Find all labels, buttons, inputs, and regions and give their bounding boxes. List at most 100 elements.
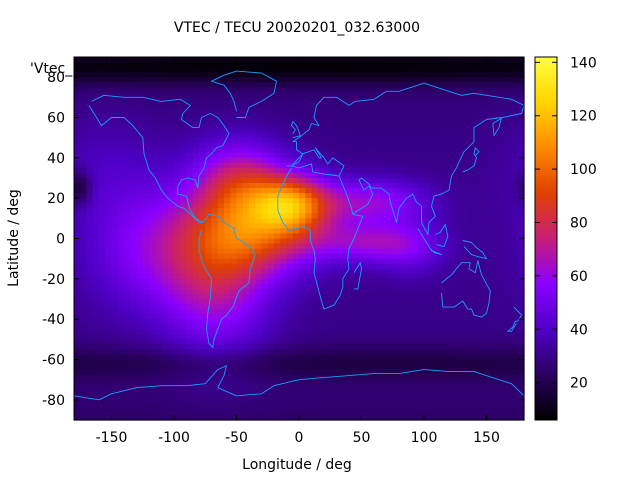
heatmap-cell [280, 92, 288, 98]
heatmap-cell [424, 243, 431, 250]
heatmap-cell [142, 324, 150, 330]
heatmap-cell [299, 278, 306, 285]
heatmap-cell [136, 404, 144, 411]
heatmap-cell [311, 203, 319, 209]
heatmap-cell [80, 102, 88, 109]
heatmap-cell [436, 157, 444, 164]
heatmap-cell [474, 97, 481, 103]
heatmap-cell [267, 243, 275, 250]
heatmap-cell [199, 344, 206, 351]
heatmap-cell [374, 67, 381, 73]
heatmap-cell [217, 324, 225, 330]
heatmap-cell [417, 253, 425, 260]
heatmap-cell [255, 283, 263, 290]
heatmap-cell [342, 102, 350, 109]
heatmap-cell [205, 404, 213, 411]
heatmap-cell [230, 369, 238, 376]
heatmap-cell [130, 233, 138, 240]
heatmap-cell [255, 304, 263, 310]
heatmap-cell [386, 304, 394, 310]
heatmap-cell [174, 354, 181, 361]
heatmap-cell [80, 334, 88, 340]
heatmap-cell [74, 268, 81, 275]
heatmap-cell [386, 127, 394, 134]
heatmap-cell [155, 309, 163, 315]
heatmap-cell [155, 329, 163, 335]
heatmap-cell [455, 122, 463, 129]
heatmap-cell [155, 127, 163, 134]
heatmap-cell [224, 394, 231, 401]
heatmap-cell [230, 233, 238, 240]
heatmap-cell [99, 379, 106, 386]
heatmap-cell [330, 273, 338, 280]
heatmap-cell [267, 218, 275, 224]
heatmap-cell [455, 329, 463, 335]
heatmap-cell [499, 394, 506, 401]
heatmap-cell [380, 162, 388, 169]
heatmap-cell [205, 213, 213, 219]
heatmap-cell [280, 57, 288, 63]
heatmap-cell [217, 137, 225, 144]
heatmap-cell [249, 228, 256, 235]
heatmap-cell [380, 178, 388, 184]
heatmap-cell [130, 162, 138, 169]
heatmap-cell [211, 263, 219, 270]
heatmap-cell [305, 379, 313, 386]
heatmap-cell [286, 384, 294, 391]
heatmap-cell [330, 67, 338, 73]
heatmap-cell [417, 72, 425, 78]
heatmap-cell [167, 172, 175, 179]
heatmap-cell [167, 218, 175, 224]
heatmap-cell [499, 198, 506, 204]
heatmap-cell [367, 394, 375, 401]
heatmap-cell [86, 248, 94, 255]
heatmap-cell [192, 288, 200, 295]
heatmap-cell [286, 208, 294, 214]
heatmap-cell [336, 218, 344, 224]
heatmap-cell [299, 122, 306, 129]
heatmap-cell [299, 218, 306, 224]
heatmap-cell [130, 299, 138, 305]
heatmap-cell [336, 97, 344, 103]
heatmap-cell [111, 238, 119, 245]
heatmap-cell [117, 399, 125, 406]
heatmap-cell [405, 147, 413, 154]
heatmap-cell [149, 309, 156, 315]
heatmap-cell [361, 107, 369, 114]
heatmap-cell [499, 208, 506, 214]
heatmap-cell [311, 369, 319, 376]
heatmap-cell [149, 334, 156, 340]
heatmap-cell [167, 147, 175, 154]
heatmap-cell [392, 82, 400, 88]
heatmap-cell [124, 183, 131, 189]
heatmap-cell [505, 198, 513, 204]
heatmap-cell [449, 208, 456, 214]
heatmap-cell [261, 349, 269, 356]
heatmap-cell [180, 304, 188, 310]
heatmap-cell [267, 102, 275, 109]
heatmap-cell [417, 248, 425, 255]
heatmap-cell [324, 334, 331, 340]
heatmap-cell [355, 162, 363, 169]
heatmap-cell [336, 293, 344, 300]
heatmap-cell [217, 223, 225, 230]
heatmap-cell [205, 369, 213, 376]
heatmap-cell [486, 243, 494, 250]
heatmap-cell [99, 283, 106, 290]
heatmap-cell [505, 218, 513, 224]
heatmap-cell [392, 329, 400, 335]
heatmap-cell [517, 223, 525, 230]
heatmap-cell [280, 258, 288, 265]
heatmap-cell [80, 283, 88, 290]
heatmap-cell [449, 263, 456, 270]
heatmap-cell [167, 87, 175, 93]
heatmap-cell [117, 117, 125, 124]
heatmap-cell [455, 152, 463, 159]
heatmap-cell [274, 127, 281, 134]
heatmap-cell [292, 379, 300, 386]
heatmap-cell [480, 349, 488, 356]
heatmap-cell [142, 359, 150, 366]
heatmap-cell [267, 213, 275, 219]
heatmap-cell [136, 112, 144, 119]
heatmap-cell [74, 324, 81, 330]
